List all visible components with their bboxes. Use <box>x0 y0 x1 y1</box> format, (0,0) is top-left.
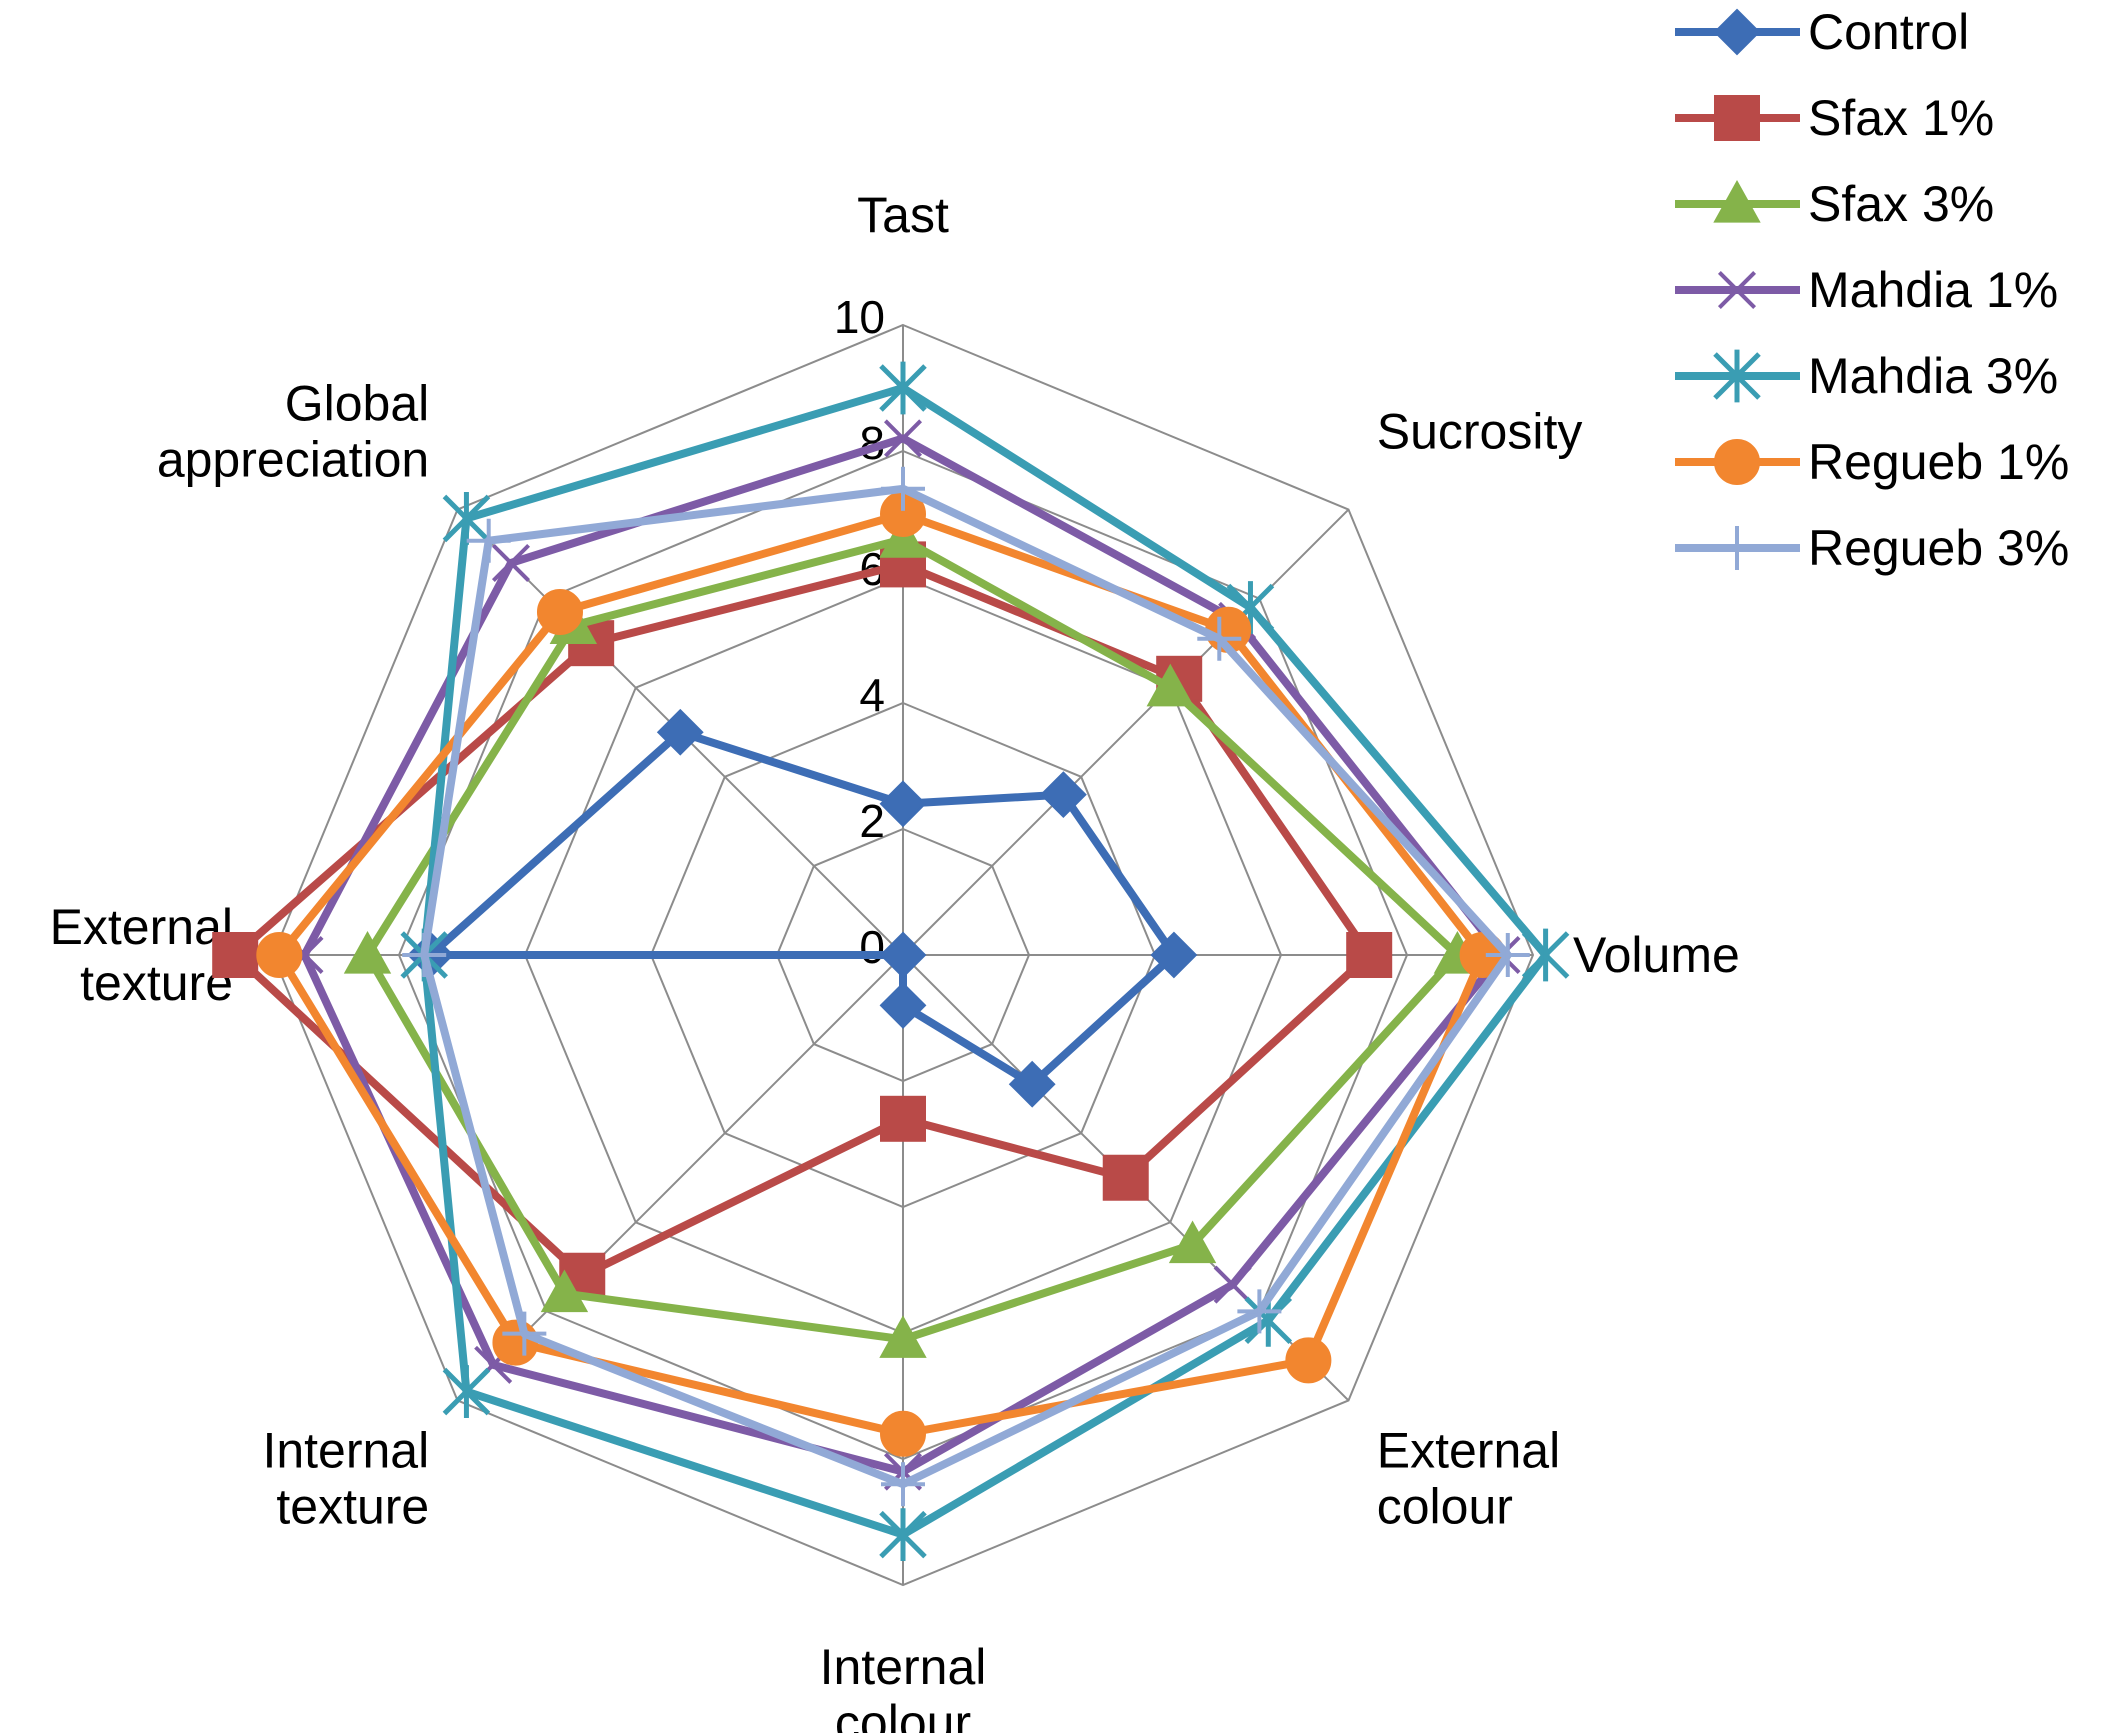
series-control <box>407 708 1198 1108</box>
axis-label-line: Volume <box>1573 927 1740 983</box>
data-point-external-colour <box>1237 1289 1282 1334</box>
data-point-tast <box>881 466 925 511</box>
axis-label-external-texture: External texture <box>50 899 233 1011</box>
data-point-external-texture <box>402 933 447 977</box>
data-point-internal-colour <box>880 1095 926 1142</box>
axis-label-global-appreciation: Global appreciation <box>157 376 429 488</box>
legend-label: Mahdia 3% <box>1808 348 2058 404</box>
legend-label: Sfax 3% <box>1808 176 1994 232</box>
data-point-internal-texture <box>879 931 927 979</box>
axis-label-line: appreciation <box>157 432 429 488</box>
tick-label: 10 <box>834 291 885 343</box>
legend-marker <box>1717 270 1757 310</box>
axis-label-tast: Tast <box>857 187 949 243</box>
data-point-tast <box>879 780 927 828</box>
axis-label-line: External <box>1377 1422 1560 1478</box>
data-point-external-texture <box>212 932 259 978</box>
legend-item-control: Control <box>1675 4 1969 60</box>
legend-marker <box>1713 349 1761 403</box>
data-point-external-colour <box>1008 1060 1056 1108</box>
legend-item-sfax-1: Sfax 1% <box>1675 90 1994 146</box>
data-point-internal-texture <box>502 1311 547 1356</box>
data-point-tast <box>879 361 927 415</box>
axis-label-line: Global <box>285 376 430 432</box>
data-point-tast <box>883 419 923 458</box>
series-sfax-3 <box>343 515 1482 1358</box>
data-point-sucrosity <box>1197 616 1242 661</box>
legend-item-sfax-3: Sfax 3% <box>1675 176 1994 232</box>
legend-item-regueb-3: Regueb 3% <box>1675 520 2069 576</box>
legend-marker <box>1713 8 1761 56</box>
axis-label-volume: Volume <box>1573 927 1740 983</box>
legend-item-mahdia-3: Mahdia 3% <box>1675 348 2058 404</box>
data-point-global-appreciation <box>536 588 583 635</box>
axis-label-sucrosity: Sucrosity <box>1377 404 1583 460</box>
legend-marker <box>1714 439 1760 485</box>
legend-marker <box>1714 95 1760 141</box>
axis-label-external-colour: External colour <box>1377 1422 1560 1534</box>
data-point-volume <box>1346 932 1393 978</box>
tick-label: 4 <box>859 669 885 721</box>
data-point-sucrosity <box>1146 663 1194 707</box>
spoke-internal-texture <box>456 954 904 1402</box>
axis-label-line: Tast <box>857 187 949 243</box>
legend-item-regueb-1: Regueb 1% <box>1675 434 2069 490</box>
axis-label-line: colour <box>835 1695 971 1733</box>
legend-label: Regueb 3% <box>1808 520 2069 576</box>
data-point-global-appreciation <box>442 492 491 545</box>
axis-label-line: Internal <box>262 1422 429 1478</box>
data-point-internal-colour <box>879 981 927 1029</box>
axis-label-internal-texture: Internal texture <box>262 1422 429 1534</box>
legend-label: Control <box>1808 4 1969 60</box>
series-sfax-1 <box>212 541 1393 1299</box>
data-point-volume <box>1150 931 1198 979</box>
series-regueb-3 <box>402 466 1530 1507</box>
data-point-external-colour <box>1285 1337 1332 1384</box>
legend: Control Sfax 1% Sfax 3% Mahdia 1% Mahdia 3% R… <box>1675 4 2069 576</box>
data-point-internal-texture <box>540 1269 589 1313</box>
axis-label-line: External <box>50 899 233 955</box>
axis-label-line: Sucrosity <box>1377 404 1583 460</box>
data-point-internal-texture <box>442 1365 491 1418</box>
legend-label: Regueb 1% <box>1808 434 2069 490</box>
legend-marker <box>1715 526 1759 570</box>
axis-label-internal-colour: Internal colour <box>820 1639 987 1733</box>
data-point-internal-texture <box>492 1319 539 1366</box>
data-point-sucrosity <box>1039 771 1087 819</box>
data-point-volume <box>1485 933 1530 977</box>
data-point-internal-colour <box>881 1462 925 1507</box>
axis-label-line: Internal <box>820 1639 987 1695</box>
data-series <box>212 361 1570 1561</box>
data-point-external-colour <box>1213 1265 1252 1304</box>
data-point-internal-colour <box>879 1315 927 1358</box>
legend-item-mahdia-1: Mahdia 1% <box>1675 262 2058 318</box>
axis-label-line: texture <box>80 955 233 1011</box>
legend-label: Mahdia 1% <box>1808 262 2058 318</box>
axis-label-line: texture <box>276 1478 429 1534</box>
spoke-sucrosity <box>902 508 1350 956</box>
data-point-internal-colour <box>880 1410 926 1457</box>
data-point-global-appreciation <box>491 543 530 582</box>
data-point-external-texture <box>343 930 392 974</box>
legend-label: Sfax 1% <box>1808 90 1994 146</box>
data-point-global-appreciation <box>656 708 704 756</box>
data-point-global-appreciation <box>466 518 511 563</box>
axis-label-line: colour <box>1377 1478 1513 1534</box>
data-point-external-colour <box>1102 1154 1149 1201</box>
legend-marker <box>1713 179 1761 223</box>
data-point-external-colour <box>1168 1220 1217 1264</box>
tick-label: 0 <box>859 921 885 973</box>
data-point-volume <box>1521 928 1570 982</box>
data-point-internal-colour <box>879 1508 927 1561</box>
data-point-external-texture <box>256 932 303 978</box>
